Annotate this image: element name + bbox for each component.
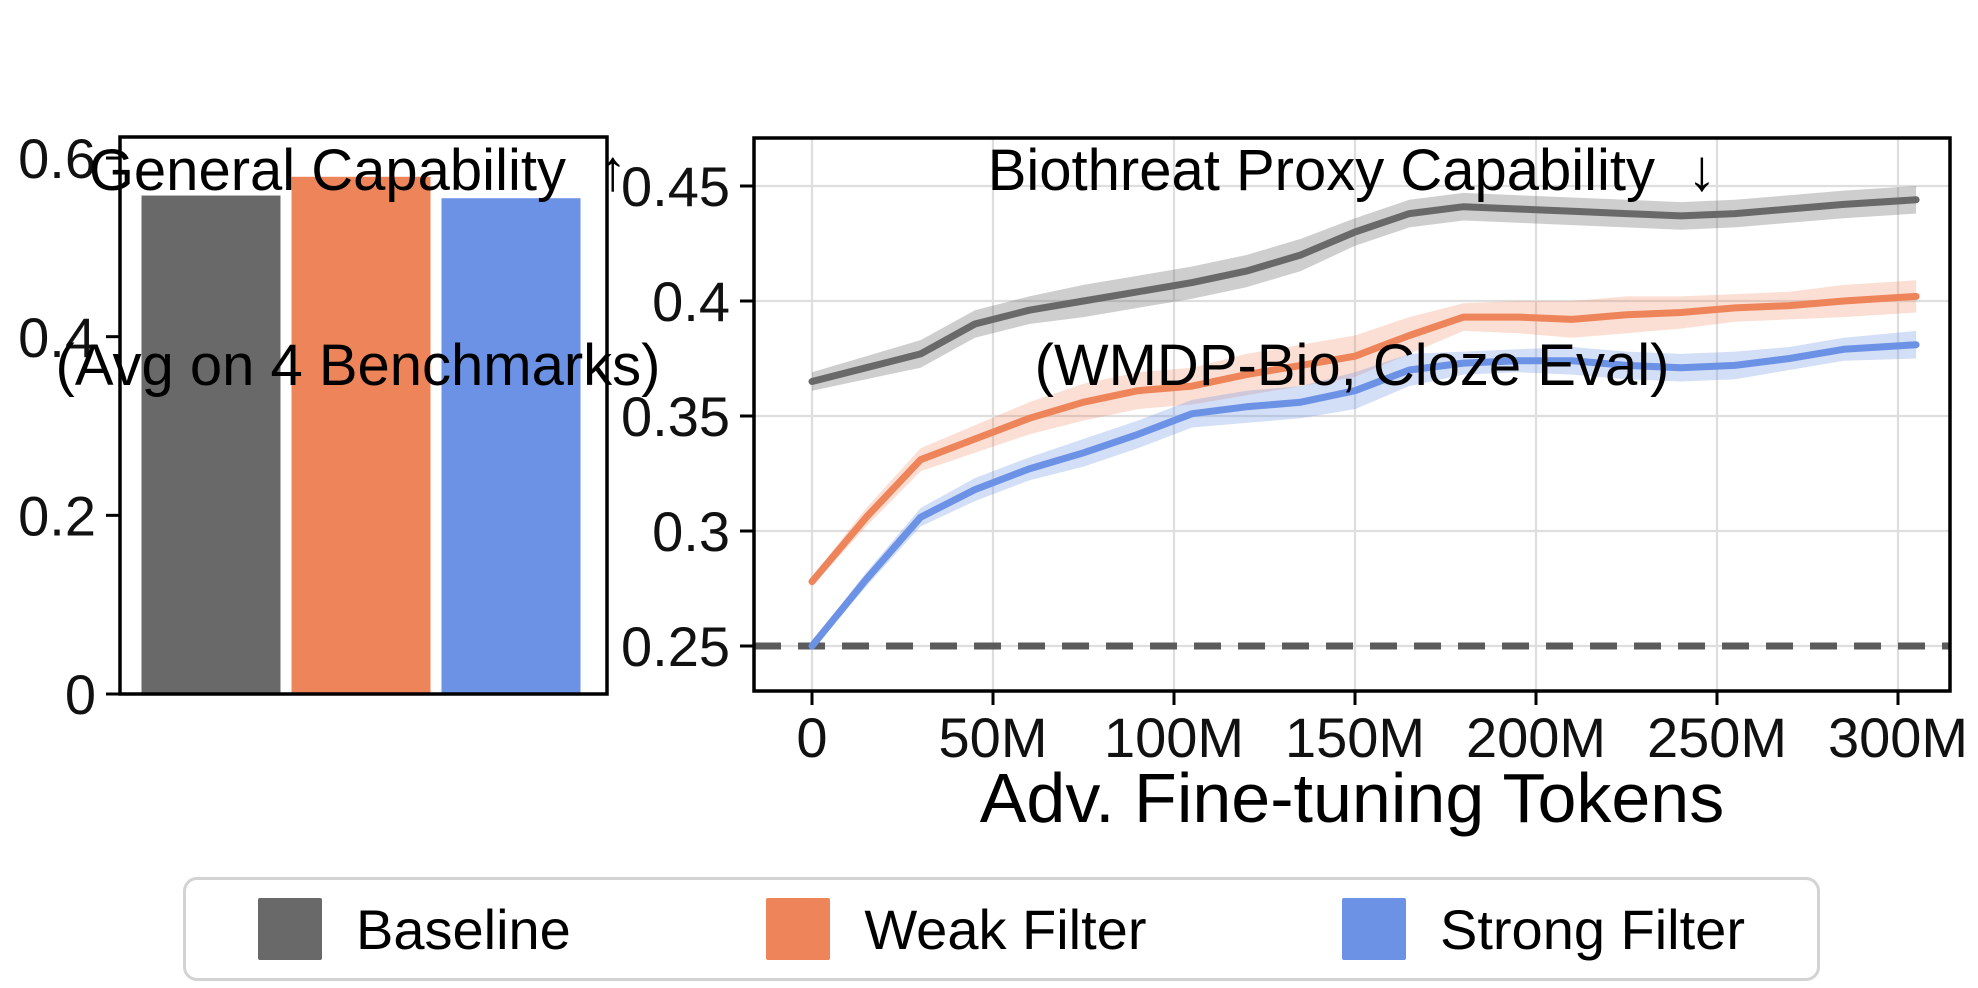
bar-strong-filter <box>441 198 581 693</box>
bar-ytick-label: 0 <box>65 663 96 726</box>
line-ytick-label: 0.3 <box>652 500 730 563</box>
line-xtick-label: 250M <box>1647 706 1787 769</box>
left-chart-title: General Capability ↑ (Avg on 4 Benchmark… <box>18 8 698 528</box>
line-xtick-label: 50M <box>939 706 1048 769</box>
right-chart-title: Biothreat Proxy Capability ↓ (WMDP-Bio, … <box>754 8 1950 528</box>
bar-ytick-label: 0.6 <box>18 127 96 190</box>
bar-weak-filter <box>291 176 431 693</box>
line-xtick-label: 200M <box>1466 706 1606 769</box>
bar-plot-border <box>118 135 609 696</box>
confidence-band-strong-filter <box>812 330 1917 651</box>
legend-swatch-weak-filter <box>766 898 831 960</box>
legend-label-baseline: Baseline <box>356 897 571 961</box>
line-baseline <box>808 196 1920 385</box>
line-ytick-label: 0.35 <box>621 385 730 448</box>
legend-item-weak-filter: Weak Filter <box>766 897 1146 962</box>
line-weak-filter <box>808 292 1920 586</box>
line-strong-filter <box>808 341 1920 650</box>
legend-swatch-baseline <box>258 898 322 960</box>
line-ytick-label: 0.4 <box>652 270 730 333</box>
line-ytick-label: 0.25 <box>621 615 730 678</box>
legend-swatch-strong-filter <box>1341 898 1406 960</box>
confidence-band-weak-filter <box>812 280 1917 587</box>
legend-item-baseline: Baseline <box>258 897 571 962</box>
right-chart-title-line1: Biothreat Proxy Capability ↓ <box>987 138 1717 203</box>
bar-ytick-label: 0.2 <box>18 485 96 548</box>
left-chart-title-line1: General Capability ↑ <box>88 138 628 203</box>
x-axis-label: Adv. Fine-tuning Tokens <box>979 759 1725 837</box>
legend-item-strong-filter: Strong Filter <box>1341 897 1745 962</box>
legend: Baseline Weak Filter Strong Filter <box>183 877 1820 981</box>
bar-baseline <box>141 195 281 693</box>
legend-label-strong-filter: Strong Filter <box>1439 897 1745 961</box>
right-chart-title-line2: (WMDP-Bio, Cloze Eval) <box>1034 333 1670 398</box>
line-ytick-label: 0.45 <box>621 155 730 218</box>
line-plot-border <box>752 136 1952 693</box>
legend-label-weak-filter: Weak Filter <box>864 897 1147 961</box>
left-chart-title-line2: (Avg on 4 Benchmarks) <box>55 333 661 398</box>
bar-ytick-label: 0.4 <box>18 306 96 369</box>
line-xtick-label: 100M <box>1104 706 1244 769</box>
line-xtick-label: 0 <box>796 706 827 769</box>
line-xtick-label: 300M <box>1828 706 1968 769</box>
line-xtick-label: 150M <box>1285 706 1425 769</box>
